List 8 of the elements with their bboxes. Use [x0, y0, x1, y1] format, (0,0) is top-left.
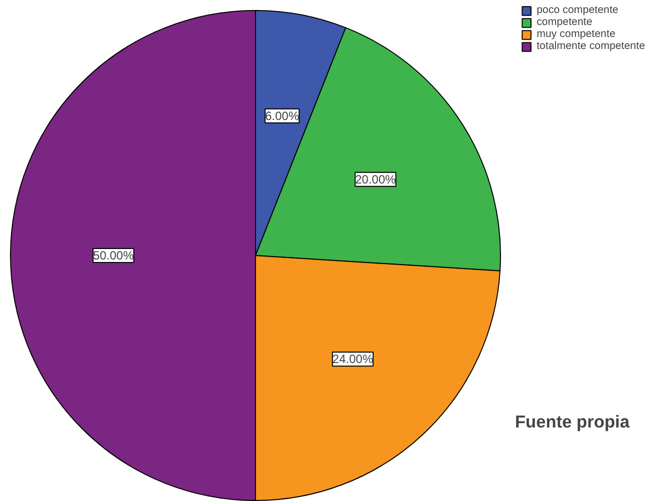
legend-label: competente [536, 16, 592, 28]
data-label: 6.00% [265, 108, 300, 123]
data-label: 20.00% [355, 172, 396, 186]
source-note: Fuente propia [514, 412, 630, 432]
legend-label: totalmente competente [536, 40, 645, 52]
data-label: 24.00% [332, 352, 374, 366]
legend-label: muy competente [536, 28, 616, 40]
legend-label: poco competente [536, 4, 618, 16]
